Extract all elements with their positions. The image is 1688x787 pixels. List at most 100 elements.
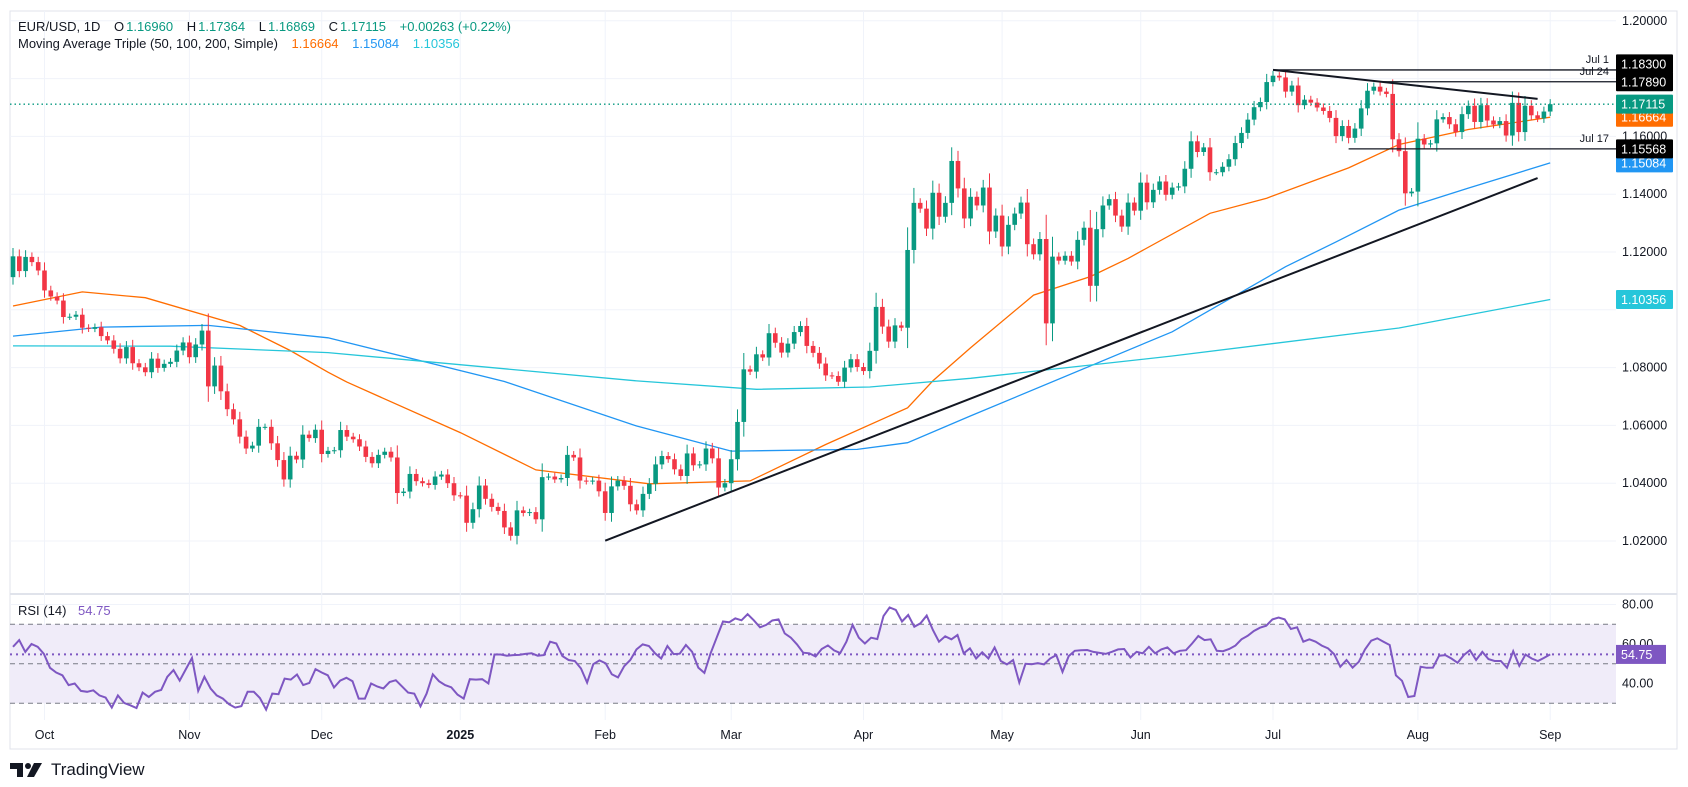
candle [1251, 100, 1257, 126]
candle-body [1333, 117, 1339, 137]
time-axis-label: May [990, 728, 1014, 742]
candle [1421, 134, 1427, 149]
level-jul17-badge-label: 1.15568 [1621, 142, 1666, 156]
candle-body [470, 509, 476, 523]
level-jul1-badge [1616, 54, 1673, 74]
candle-body [1270, 75, 1276, 83]
last-price-badge [1616, 94, 1673, 114]
candle [873, 292, 879, 364]
candle [640, 486, 646, 517]
candle [867, 342, 873, 379]
candle [1125, 193, 1131, 235]
candle-body [665, 456, 671, 460]
candle [319, 420, 324, 463]
candle [1447, 112, 1452, 129]
candle-body [1409, 191, 1414, 194]
candle-body [785, 343, 791, 353]
candle [432, 471, 438, 490]
candle [552, 472, 558, 483]
candle [1012, 207, 1017, 231]
candle [1037, 231, 1043, 261]
candle-body [1327, 110, 1332, 118]
rsi-title[interactable]: RSI (14) [18, 603, 67, 618]
candle-body [363, 446, 369, 457]
candle-body [546, 476, 551, 478]
candle-body [609, 486, 614, 513]
candle-body [73, 314, 79, 317]
chart-frame [9, 10, 1678, 750]
candle-body [716, 458, 721, 488]
horizontal-level-label: Jul 1 [1586, 54, 1609, 66]
candle [287, 446, 293, 488]
candle-body [1365, 90, 1370, 109]
candle [1484, 98, 1490, 127]
time-axis-label: Nov [178, 728, 201, 742]
time-axis-label: Sep [1539, 728, 1561, 742]
price-axis-label: 1.02000 [1622, 534, 1667, 548]
candle-body [218, 365, 224, 392]
candle [1264, 73, 1269, 110]
candle [1169, 182, 1175, 200]
candle [35, 256, 41, 276]
candle [1327, 106, 1332, 123]
candle [29, 252, 35, 267]
candle-body [48, 290, 54, 297]
candle-body [269, 426, 274, 444]
candle [1295, 77, 1301, 113]
ma200-value: 1.10356 [412, 36, 460, 51]
candle [1006, 216, 1011, 255]
candle [357, 434, 362, 451]
candle-body [848, 359, 854, 368]
candle [741, 353, 747, 437]
candle [1151, 183, 1156, 208]
candle [1163, 174, 1169, 201]
candle-body [577, 457, 583, 481]
candle [1043, 214, 1049, 346]
candle-body [735, 421, 740, 460]
open-label: O [113, 19, 125, 34]
candle [161, 359, 167, 372]
time-axis-label: 2025 [446, 728, 474, 742]
symbol-interval[interactable]: EUR/USD, 1D [18, 19, 101, 34]
candle-body [1403, 151, 1408, 194]
open-value: 1.16960 [126, 19, 174, 34]
candle-body [596, 480, 602, 492]
candle-body [1440, 117, 1446, 120]
low-label: L [258, 19, 266, 34]
candle [130, 339, 135, 370]
candle [779, 337, 784, 358]
candle-body [250, 445, 255, 449]
tradingview-logo[interactable]: TradingView [10, 760, 145, 780]
candle [439, 470, 444, 480]
candle-body [1182, 168, 1188, 187]
candle [584, 477, 589, 485]
candle [943, 196, 948, 223]
ma-title[interactable]: Moving Average Triple (50, 100, 200, Sim… [18, 36, 278, 51]
candle-body [703, 448, 709, 465]
candle-body [640, 493, 646, 511]
candle-body [647, 483, 652, 494]
candle [1188, 131, 1194, 178]
candle [1541, 106, 1547, 123]
candle [250, 441, 255, 453]
candle [388, 447, 394, 462]
candle [565, 445, 570, 487]
candle [193, 338, 198, 363]
candle [281, 452, 287, 487]
candle-body [369, 456, 375, 464]
candle [684, 444, 690, 484]
candle-body [1226, 159, 1232, 167]
candle [558, 474, 564, 483]
candle-body [350, 436, 356, 440]
candle [369, 452, 375, 468]
rsi-last-badge [1616, 644, 1666, 664]
candle-body [92, 327, 98, 329]
candle [791, 325, 797, 350]
candle [86, 324, 91, 332]
candle-body [1384, 91, 1389, 94]
candle [1132, 197, 1137, 216]
candle [243, 430, 249, 455]
candle [1270, 70, 1276, 87]
candle [476, 476, 482, 518]
